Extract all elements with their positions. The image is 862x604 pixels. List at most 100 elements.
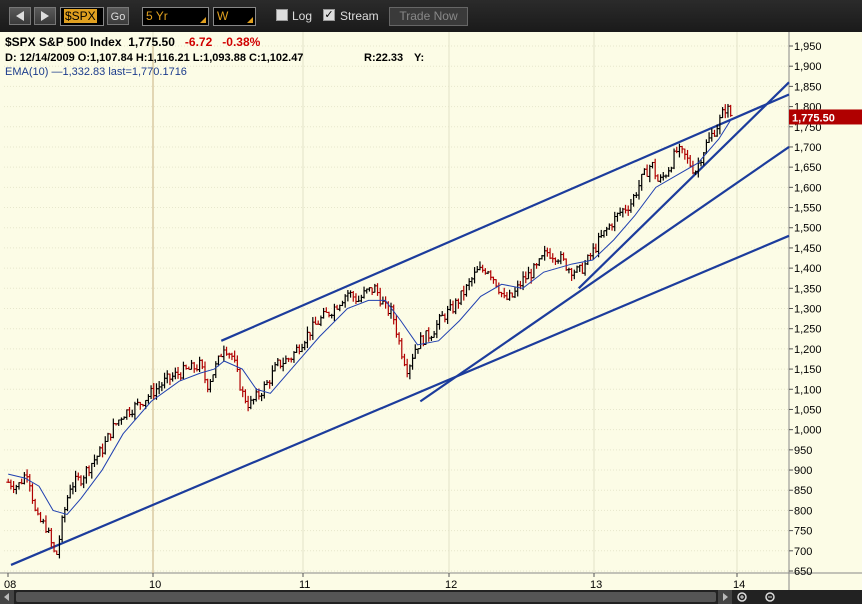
symbol-value: $SPX bbox=[64, 9, 97, 23]
chart-area[interactable]: 650 700 750 800 850 900 950 1,000 1,050 1,100 1,15… bbox=[0, 32, 862, 604]
price-bar bbox=[132, 401, 137, 420]
log-checkbox[interactable] bbox=[276, 9, 288, 21]
interval-select[interactable]: W bbox=[213, 7, 256, 26]
price-bar bbox=[426, 327, 431, 342]
price-bar bbox=[283, 355, 288, 365]
price-bar bbox=[159, 382, 164, 392]
price-bar bbox=[238, 368, 243, 391]
price-bar bbox=[78, 475, 83, 487]
price-bar bbox=[116, 419, 121, 426]
x-tick-label: 12 bbox=[445, 579, 457, 591]
x-tick-label: 10 bbox=[149, 579, 161, 591]
price-bar bbox=[275, 357, 280, 367]
price-bar bbox=[189, 359, 194, 370]
price-bar bbox=[173, 367, 178, 380]
price-bar bbox=[389, 302, 394, 319]
price-bar bbox=[200, 359, 205, 370]
price-bar bbox=[165, 370, 170, 384]
price-bar bbox=[351, 290, 356, 302]
price-bar bbox=[310, 317, 315, 340]
symbol-name: $SPX S&P 500 Index bbox=[5, 35, 122, 49]
price-bar bbox=[623, 204, 628, 214]
triangle-left-icon bbox=[4, 593, 9, 601]
price-bar bbox=[297, 344, 302, 355]
price-bar bbox=[410, 353, 415, 370]
y-tick-label: 1,650 bbox=[794, 162, 822, 174]
price-bar bbox=[329, 313, 334, 319]
price-bar bbox=[397, 332, 402, 345]
triangle-right-icon bbox=[723, 593, 728, 601]
price-bar bbox=[318, 315, 323, 327]
scroll-left-button[interactable] bbox=[0, 590, 14, 604]
price-bar bbox=[211, 374, 216, 382]
price-bar bbox=[391, 304, 396, 325]
y-tick-label: 1,900 bbox=[794, 61, 822, 73]
price-bar bbox=[507, 289, 512, 301]
interval-value: W bbox=[217, 9, 229, 23]
price-bar bbox=[205, 378, 210, 393]
forward-button[interactable] bbox=[34, 7, 56, 25]
ohlc-values: D: 12/14/2009 O:1,107.84 H:1,116.21 L:1,… bbox=[5, 52, 304, 64]
y-tick-label: 1,100 bbox=[794, 384, 822, 396]
zoom-in-button[interactable] bbox=[736, 590, 750, 604]
price-bar bbox=[599, 229, 604, 238]
price-bar bbox=[60, 515, 65, 543]
price-bar bbox=[286, 357, 291, 362]
x-tick-label: 11 bbox=[299, 579, 310, 591]
price-bar bbox=[181, 361, 186, 379]
scroll-thumb[interactable] bbox=[16, 592, 716, 602]
price-bar bbox=[639, 173, 644, 191]
price-bar bbox=[321, 307, 326, 319]
y-tick-label: 1,300 bbox=[794, 304, 822, 316]
price-bar bbox=[100, 443, 105, 458]
price-bar bbox=[607, 223, 612, 230]
price-bar bbox=[267, 380, 272, 389]
go-button[interactable]: Go bbox=[107, 7, 129, 25]
y-tick-label: 950 bbox=[794, 445, 812, 457]
y-tick-label: 1,450 bbox=[794, 243, 822, 255]
price-bar bbox=[289, 357, 294, 363]
dropdown-arrow-icon bbox=[247, 17, 253, 23]
period-select[interactable]: 5 Yr bbox=[142, 7, 209, 26]
trade-now-button[interactable]: Trade Now bbox=[389, 7, 468, 26]
x-tick-label: 08 bbox=[4, 579, 16, 591]
price-bar bbox=[162, 372, 167, 389]
scroll-right-button[interactable] bbox=[718, 590, 732, 604]
price-bar bbox=[645, 164, 650, 177]
horizontal-scrollbar[interactable] bbox=[0, 590, 862, 604]
back-button[interactable] bbox=[9, 7, 31, 25]
price-bar bbox=[483, 268, 488, 275]
period-value: 5 Yr bbox=[146, 9, 168, 23]
y-tick-label: 650 bbox=[794, 566, 812, 578]
price-bar bbox=[464, 284, 469, 297]
price-bar bbox=[38, 511, 43, 523]
y-tick-label: 1,200 bbox=[794, 344, 822, 356]
price-bar bbox=[353, 293, 358, 305]
price-bar bbox=[192, 361, 197, 373]
price-bar bbox=[637, 179, 642, 200]
price-bar bbox=[604, 226, 609, 236]
price-bar bbox=[278, 359, 283, 369]
price-bar bbox=[70, 482, 75, 495]
price-bar bbox=[262, 381, 267, 399]
price-bar bbox=[572, 269, 577, 280]
price-bar bbox=[601, 230, 606, 238]
zoom-out-button[interactable] bbox=[764, 590, 778, 604]
price-bar bbox=[273, 362, 278, 372]
trendline bbox=[220, 93, 790, 342]
price-bar bbox=[569, 267, 574, 281]
price-bar bbox=[628, 198, 633, 213]
price-bar bbox=[68, 484, 73, 499]
price-bar bbox=[550, 253, 555, 263]
price-bar bbox=[124, 409, 129, 420]
price-bar bbox=[486, 270, 491, 275]
range-value: R:22.33 bbox=[364, 52, 404, 64]
price-bar bbox=[515, 280, 520, 297]
symbol-input[interactable]: $SPX bbox=[60, 7, 104, 26]
price-bar bbox=[89, 462, 94, 479]
log-label: Log bbox=[292, 9, 313, 23]
stream-checkbox[interactable]: ✓ bbox=[323, 9, 335, 21]
price-bar bbox=[11, 481, 16, 494]
price-bar bbox=[415, 348, 420, 354]
trendline bbox=[419, 146, 790, 403]
